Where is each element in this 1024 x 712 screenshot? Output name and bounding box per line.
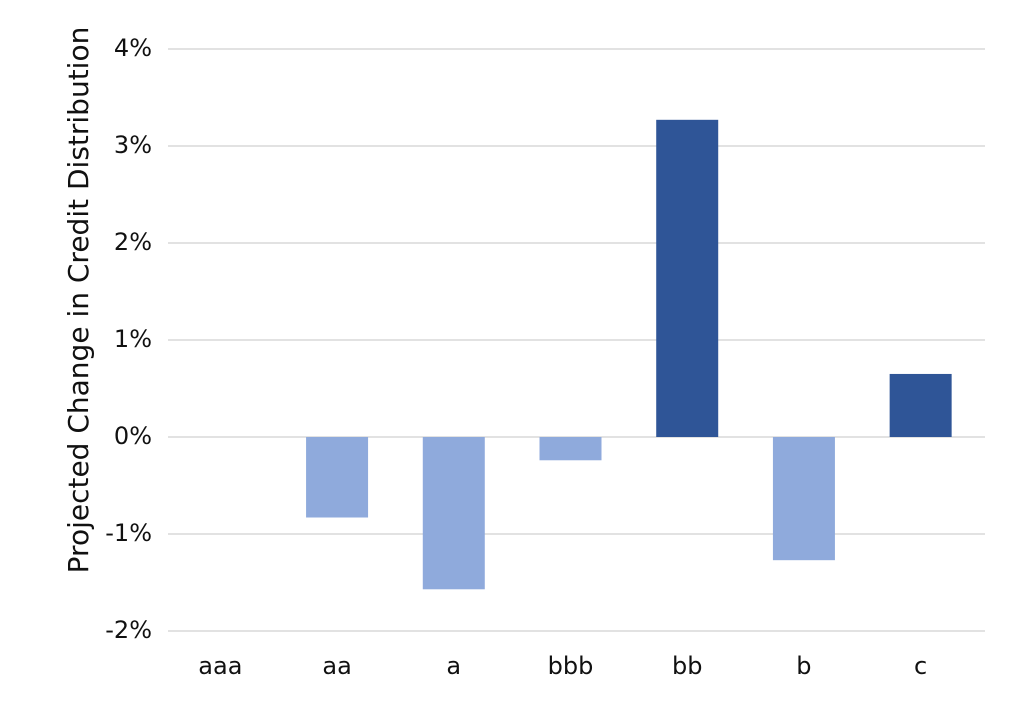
x-tick-label: bbb	[548, 652, 594, 680]
bar	[306, 437, 369, 518]
x-tick-label: bb	[672, 652, 702, 680]
y-tick-label: 3%	[114, 131, 152, 159]
x-tick-label: b	[796, 652, 811, 680]
x-tick-label: a	[446, 652, 461, 680]
y-tick-label: 4%	[114, 34, 152, 62]
x-tick-label: aa	[322, 652, 351, 680]
y-tick-label: 2%	[114, 228, 152, 256]
y-tick-label: 1%	[114, 325, 152, 353]
y-tick-label: -2%	[105, 616, 152, 644]
x-tick-label: aaa	[198, 652, 242, 680]
bar	[772, 437, 835, 561]
x-tick-label: c	[914, 652, 927, 680]
y-axis-label: Projected Change in Credit Distribution	[62, 27, 95, 574]
bar	[539, 437, 602, 461]
bar	[889, 373, 952, 437]
bar	[656, 119, 719, 437]
y-tick-label: 0%	[114, 422, 152, 450]
y-tick-label: -1%	[105, 519, 152, 547]
bar	[422, 437, 485, 590]
